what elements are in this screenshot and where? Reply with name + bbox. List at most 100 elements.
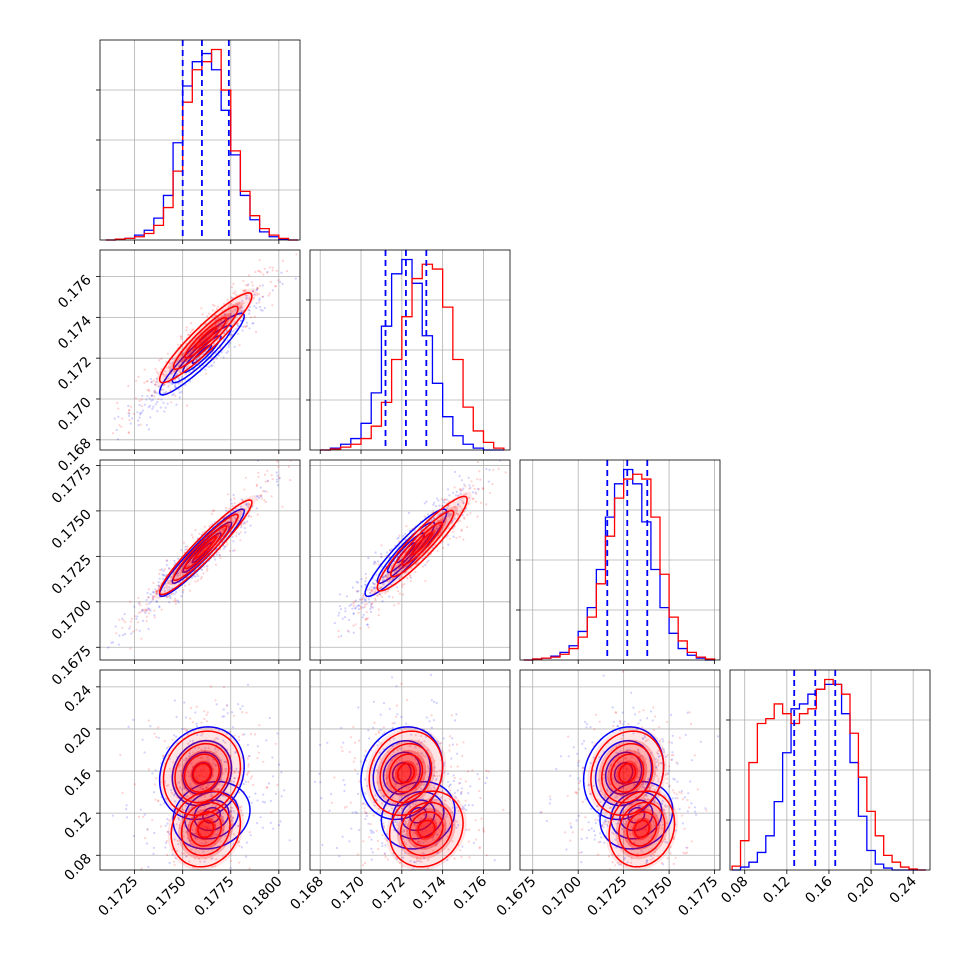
scatter-point (623, 818, 626, 821)
scatter-point (163, 378, 166, 382)
scatter-point (230, 809, 233, 813)
scatter-point (252, 783, 255, 787)
scatter-point (210, 356, 213, 360)
scatter-point (121, 417, 124, 420)
scatter-point (595, 713, 598, 716)
scatter-point (189, 331, 192, 334)
scatter-point (417, 751, 420, 754)
scatter-point (418, 742, 422, 745)
scatter-point (652, 729, 656, 732)
scatter-point (211, 794, 214, 797)
scatter-point (615, 751, 618, 754)
scatter-point (404, 820, 407, 823)
scatter-point (435, 777, 438, 781)
scatter-point (229, 866, 232, 869)
scatter-point (426, 749, 429, 752)
density-fill (168, 509, 243, 586)
scatter-point (167, 582, 170, 585)
scatter-point (397, 832, 400, 835)
scatter-point (642, 797, 646, 800)
scatter-point (616, 829, 619, 833)
scatter-point (390, 565, 393, 568)
scatter-point (448, 537, 451, 540)
scatter-panel-3-2 (519, 669, 721, 871)
scatter-point (185, 757, 188, 760)
scatter-point (238, 344, 241, 347)
scatter-point (176, 572, 179, 575)
scatter-point (223, 318, 226, 321)
scatter-point (372, 586, 375, 589)
scatter-point (214, 318, 218, 321)
scatter-point (281, 259, 285, 262)
scatter-point (425, 716, 428, 719)
scatter-point (169, 362, 172, 365)
scatter-point (468, 856, 471, 859)
scatter-point (199, 341, 202, 344)
scatter-point (436, 740, 439, 743)
scatter-point (688, 806, 691, 809)
scatter-point (163, 383, 166, 387)
scatter-point (383, 575, 387, 578)
scatter-point (185, 548, 188, 551)
scatter-point (379, 587, 383, 590)
scatter-point (424, 829, 427, 832)
scatter-point (468, 487, 471, 490)
scatter-point (380, 555, 383, 558)
scatter-point (411, 533, 414, 536)
scatter-point (295, 253, 298, 256)
scatter-point (378, 751, 381, 754)
contour-series-b (409, 811, 444, 847)
scatter-point (457, 503, 460, 506)
scatter-point (252, 290, 255, 293)
histogram-panel-2 (516, 459, 721, 661)
scatter-point (137, 621, 140, 624)
scatter-point (382, 578, 385, 582)
scatter-point (618, 818, 621, 822)
scatter-point (262, 800, 265, 803)
scatter-point (421, 541, 424, 544)
scatter-point (181, 788, 184, 791)
x-tick-label: 0.174 (410, 873, 450, 913)
scatter-point (580, 837, 583, 841)
scatter-point (352, 760, 355, 763)
scatter-point (462, 502, 465, 505)
scatter-point (145, 620, 148, 623)
scatter-point (430, 787, 433, 790)
scatter-point (612, 832, 615, 836)
scatter-point (364, 812, 368, 815)
scatter-point (462, 538, 465, 541)
scatter-point (402, 835, 405, 838)
scatter-point (433, 786, 436, 789)
scatter-point (408, 782, 411, 785)
scatter-point (391, 773, 394, 776)
scatter-point (453, 470, 457, 473)
scatter-point (432, 783, 436, 786)
scatter-point (625, 820, 628, 823)
scatter-point (403, 828, 406, 832)
scatter-point (278, 763, 281, 766)
scatter-point (452, 530, 455, 533)
scatter-point (628, 774, 631, 777)
scatter-point (574, 791, 577, 794)
scatter-point (673, 791, 676, 795)
scatter-point (179, 873, 181, 875)
scatter-point (275, 269, 278, 272)
scatter-point (132, 718, 135, 722)
scatter-point (237, 703, 240, 706)
scatter-point (588, 755, 591, 758)
y-tick-label: 0.20 (61, 724, 94, 757)
scatter-point (184, 576, 187, 579)
scatter-point (685, 846, 688, 849)
scatter-point (684, 733, 687, 737)
scatter-point (182, 588, 185, 592)
scatter-point (665, 755, 668, 758)
scatter-point (154, 403, 157, 406)
x-tick-label: 0.16 (802, 873, 835, 906)
scatter-point (222, 356, 225, 359)
scatter-point (465, 808, 468, 812)
scatter-point (218, 783, 221, 786)
scatter-point (403, 775, 406, 778)
scatter-point (150, 600, 153, 603)
scatter-point (641, 726, 644, 729)
scatter-point (218, 794, 221, 797)
